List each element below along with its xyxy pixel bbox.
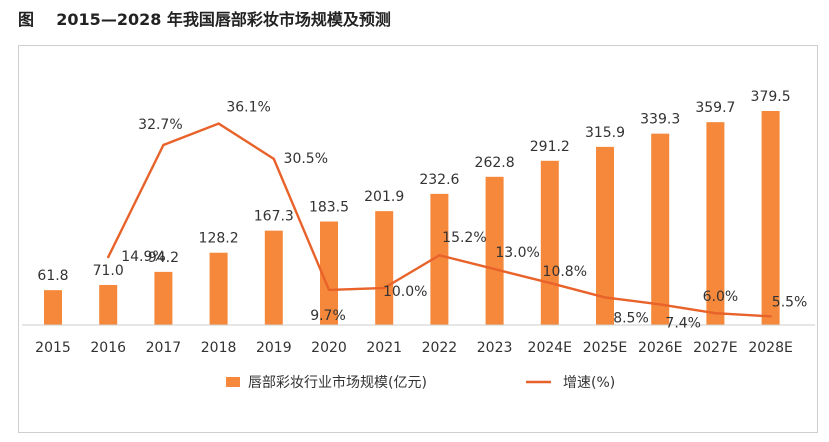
bar-2024E [540, 160, 559, 325]
growth-point-2017 [162, 143, 165, 147]
growth-point-2025E [603, 296, 607, 299]
x-tick-label-2021: 2021 [366, 340, 402, 356]
legend-bar-swatch [226, 377, 240, 387]
bar-2027E [706, 122, 725, 325]
growth-point-2024E [548, 281, 551, 285]
growth-label-2020: 9.7% [310, 308, 346, 324]
bar-value-label-2023: 262.8 [475, 155, 515, 171]
growth-label-2026E: 7.4% [665, 315, 701, 331]
legend-line-label: 增速(%) [563, 375, 615, 391]
growth-label-2018: 36.1% [226, 100, 270, 116]
bar-2025E [596, 146, 614, 325]
growth-point-2028E [769, 315, 772, 318]
legend-bar-label: 唇部彩妆行业市场规模(亿元) [248, 374, 427, 391]
growth-label-2017: 32.7% [138, 117, 182, 133]
x-tick-label-2022: 2022 [422, 340, 458, 356]
bar-2015 [44, 290, 62, 325]
chart-title: 图 2015—2028 年我国唇部彩妆市场规模及预测 [18, 10, 391, 29]
growth-point-2020 [327, 288, 331, 292]
x-tick-label-2019: 2019 [256, 340, 292, 356]
bar-value-label-2027E: 359.7 [695, 100, 735, 116]
growth-point-2019 [272, 157, 275, 161]
bar-2028E [761, 111, 780, 325]
growth-point-2026E [659, 303, 662, 306]
ticks-layer: 2015 2016 2017 2018 2019 2020 2021 2022 2023 2024… [35, 340, 793, 356]
growth-label-2023: 13.0% [495, 245, 539, 261]
x-tick-label-2020: 2020 [311, 340, 347, 356]
growth-label-2025E: 8.5% [613, 310, 649, 326]
x-tick-label-2028E: 2028E [748, 340, 792, 356]
growth-label-2019: 30.5% [284, 151, 328, 167]
bar-value-label-2017: 94.2 [148, 250, 179, 266]
bar-2016 [99, 284, 118, 325]
bar-value-label-2025E: 315.9 [585, 125, 625, 141]
bar-2022 [430, 193, 449, 325]
growth-label-2016: 14.9% [121, 249, 165, 265]
growth-point-2027E [714, 312, 717, 315]
bar-2018 [209, 252, 228, 325]
bar-value-label-2019: 167.3 [254, 209, 294, 225]
bar-value-label-2021: 201.9 [364, 189, 404, 205]
bar-value-label-2026E: 339.3 [640, 112, 680, 128]
bar-value-label-2020: 183.5 [309, 200, 349, 216]
growth-point-2018 [217, 122, 220, 125]
bar-2020 [320, 221, 338, 325]
bar-2026E [651, 133, 670, 325]
bar-value-label-2024E: 291.2 [530, 139, 570, 155]
legend: 唇部彩妆行业市场规模(亿元) 增速(%) [226, 374, 615, 391]
growth-point-2016 [107, 255, 110, 259]
bar-2019 [264, 230, 283, 325]
labels-layer: 61.8 71.0 94.2 128.2 167.3 183.5 201.9 232.6 262… [37, 89, 807, 331]
x-tick-label-2018: 2018 [201, 340, 237, 356]
bar-value-label-2016: 71.0 [93, 263, 124, 279]
growth-point-2023 [493, 267, 496, 271]
x-tick-label-2016: 2016 [90, 340, 126, 356]
x-tick-label-2015: 2015 [35, 340, 71, 356]
x-tick-label-2027E: 2027E [693, 340, 737, 356]
bar-2017 [154, 271, 173, 325]
x-tick-label-2023: 2023 [477, 340, 513, 356]
growth-label-2022: 15.2% [442, 230, 486, 246]
bar-value-label-2015: 61.8 [37, 268, 68, 284]
growth-label-2021: 10.0% [383, 284, 427, 300]
growth-label-2024E: 10.8% [543, 264, 587, 280]
bar-2023 [485, 176, 504, 325]
growth-label-2028E: 5.5% [772, 294, 808, 310]
x-tick-label-2017: 2017 [146, 340, 182, 356]
x-tick-label-2025E: 2025E [583, 340, 627, 356]
bar-value-label-2022: 232.6 [419, 172, 459, 188]
x-tick-label-2024E: 2024E [528, 340, 572, 356]
growth-label-2027E: 6.0% [703, 289, 739, 305]
growth-point-2022 [438, 254, 441, 257]
growth-point-2021 [383, 286, 386, 290]
x-tick-label-2026E: 2026E [638, 340, 682, 356]
chart-frame [18, 45, 818, 433]
bar-value-label-2018: 128.2 [199, 231, 239, 247]
line-layer [107, 122, 772, 318]
bar-2021 [375, 211, 394, 325]
bar-value-label-2028E: 379.5 [751, 89, 791, 105]
